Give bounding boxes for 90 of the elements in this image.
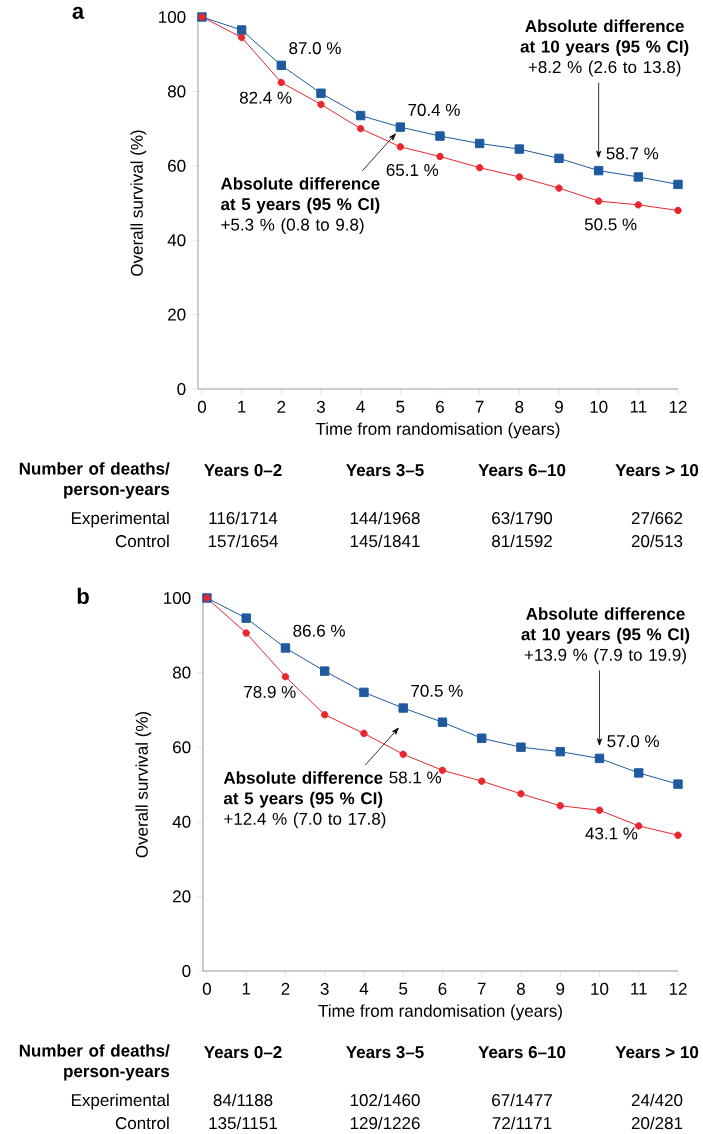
text: Experimental xyxy=(71,1093,169,1110)
x-tick-label: 6 xyxy=(436,400,444,413)
x-tick-label: 7 xyxy=(475,400,484,413)
text: 63/1790 xyxy=(492,511,553,525)
annotation: 70.5 % xyxy=(411,684,463,697)
y-tick-label: 0 xyxy=(177,382,186,396)
x-tick-label: 1 xyxy=(242,982,251,995)
annotation: 70.4 % xyxy=(408,103,460,116)
text: Years 6–10 xyxy=(478,1046,566,1059)
x-tick-label: 11 xyxy=(631,982,647,995)
x-tick-label: 8 xyxy=(515,400,524,413)
text: Number of deaths/ person-years xyxy=(19,1044,170,1081)
x-tick-label: 0 xyxy=(202,982,211,995)
text: Control xyxy=(115,534,169,548)
annotation: 65.1 % xyxy=(386,164,439,177)
text: 81/1592 xyxy=(492,534,552,548)
annotation: Absolute difference at 10 years (95 % CI) +13.9 % (7.9 to 19.9) xyxy=(521,607,690,665)
y-tick-label: 40 xyxy=(167,234,186,247)
text: Years 6–10 xyxy=(478,464,566,477)
x-tick-label: 0 xyxy=(197,400,207,413)
text: 20/513 xyxy=(631,534,683,548)
text: Years 3–5 xyxy=(346,1046,424,1059)
annotation: 50.5 % xyxy=(584,218,637,231)
x-tick-label: 3 xyxy=(320,982,329,995)
y-tick-label: 60 xyxy=(168,159,186,172)
x-tick-label: 12 xyxy=(669,400,687,413)
text: Experimental xyxy=(71,511,169,528)
text: 27/662 xyxy=(631,511,683,525)
annotation: 78.9 % xyxy=(244,685,296,698)
annotation: 87.0 % xyxy=(289,42,341,55)
text: 144/1968 xyxy=(350,511,420,525)
x-tick-label: 3 xyxy=(316,400,325,413)
y-tick-label: 0 xyxy=(182,964,191,978)
annotation: 86.6 % xyxy=(293,624,345,637)
y-tick-label: 100 xyxy=(164,591,191,605)
x-tick-label: 4 xyxy=(356,400,365,413)
annotation: Absolute difference at 5 years (95 % CI) +12.4 % (7.0 to 17.8) xyxy=(223,771,386,829)
y-tick-label: 60 xyxy=(173,741,191,754)
text: Years 0–2 xyxy=(204,1046,282,1059)
x-tick-label: 12 xyxy=(669,982,687,995)
x-tick-label: 4 xyxy=(359,982,369,995)
y-tick-label: 100 xyxy=(159,10,186,24)
y-tick-label: 80 xyxy=(172,666,191,679)
x-tick-label: 9 xyxy=(555,400,563,413)
text: Years 0–2 xyxy=(204,464,282,477)
y-tick-label: 20 xyxy=(173,890,191,903)
text: 67/1477 xyxy=(492,1093,552,1107)
y-tick-label: 20 xyxy=(168,308,186,321)
x-tick-label: 11 xyxy=(630,400,647,413)
chart-title: a xyxy=(72,6,85,19)
chart-title: b xyxy=(77,587,89,605)
x-tick-label: 6 xyxy=(438,982,447,995)
text: 20/281 xyxy=(631,1116,683,1130)
annotation: 43.1 % xyxy=(585,827,638,840)
text: Number of deaths/ person-years xyxy=(19,462,170,499)
text: 157/1654 xyxy=(208,534,278,548)
text: 116/1714 xyxy=(209,511,278,525)
x-tick-label: 7 xyxy=(477,982,486,995)
x-axis-title: Time from randomisation (years) xyxy=(318,1004,562,1021)
y-axis-title: Overall survival (%) xyxy=(130,130,147,276)
x-tick-label: 10 xyxy=(591,982,609,995)
text: 72/1171 xyxy=(492,1116,552,1130)
text: 129/1226 xyxy=(350,1116,420,1130)
y-tick-label: 80 xyxy=(167,85,186,98)
annotation: Absolute difference at 10 years (95 % CI) +8.2 % (2.6 to 13.8) xyxy=(520,19,689,77)
x-tick-label: 2 xyxy=(277,400,286,413)
text: 24/420 xyxy=(631,1093,683,1107)
annotation: 58.7 % xyxy=(606,147,659,160)
y-axis-title: Overall survival (%) xyxy=(135,711,152,858)
annotation: Absolute difference at 5 years (95 % CI) +5.3 % (0.8 to 9.8) xyxy=(220,177,380,234)
x-tick-label: 5 xyxy=(399,982,408,995)
text: 135/1151 xyxy=(209,1116,277,1130)
text: Years 3–5 xyxy=(346,464,424,477)
x-tick-label: 2 xyxy=(281,982,290,995)
x-tick-label: 1 xyxy=(238,400,246,413)
x-tick-label: 9 xyxy=(556,982,565,995)
annotation: 57.0 % xyxy=(607,735,659,748)
x-tick-label: 10 xyxy=(590,400,608,413)
x-axis-title: Time from randomisation (years) xyxy=(315,422,560,439)
text: Years > 10 xyxy=(615,464,699,477)
text: 102/1460 xyxy=(350,1093,420,1107)
text: Years > 10 xyxy=(615,1046,699,1059)
x-tick-label: 5 xyxy=(396,400,405,413)
x-tick-label: 8 xyxy=(516,982,525,995)
text: 145/1841 xyxy=(350,534,420,548)
text: Control xyxy=(115,1116,169,1130)
text: 84/1188 xyxy=(213,1093,273,1107)
y-tick-label: 40 xyxy=(172,815,191,828)
annotation: 58.1 % xyxy=(389,771,442,784)
annotation: 82.4 % xyxy=(239,91,292,104)
